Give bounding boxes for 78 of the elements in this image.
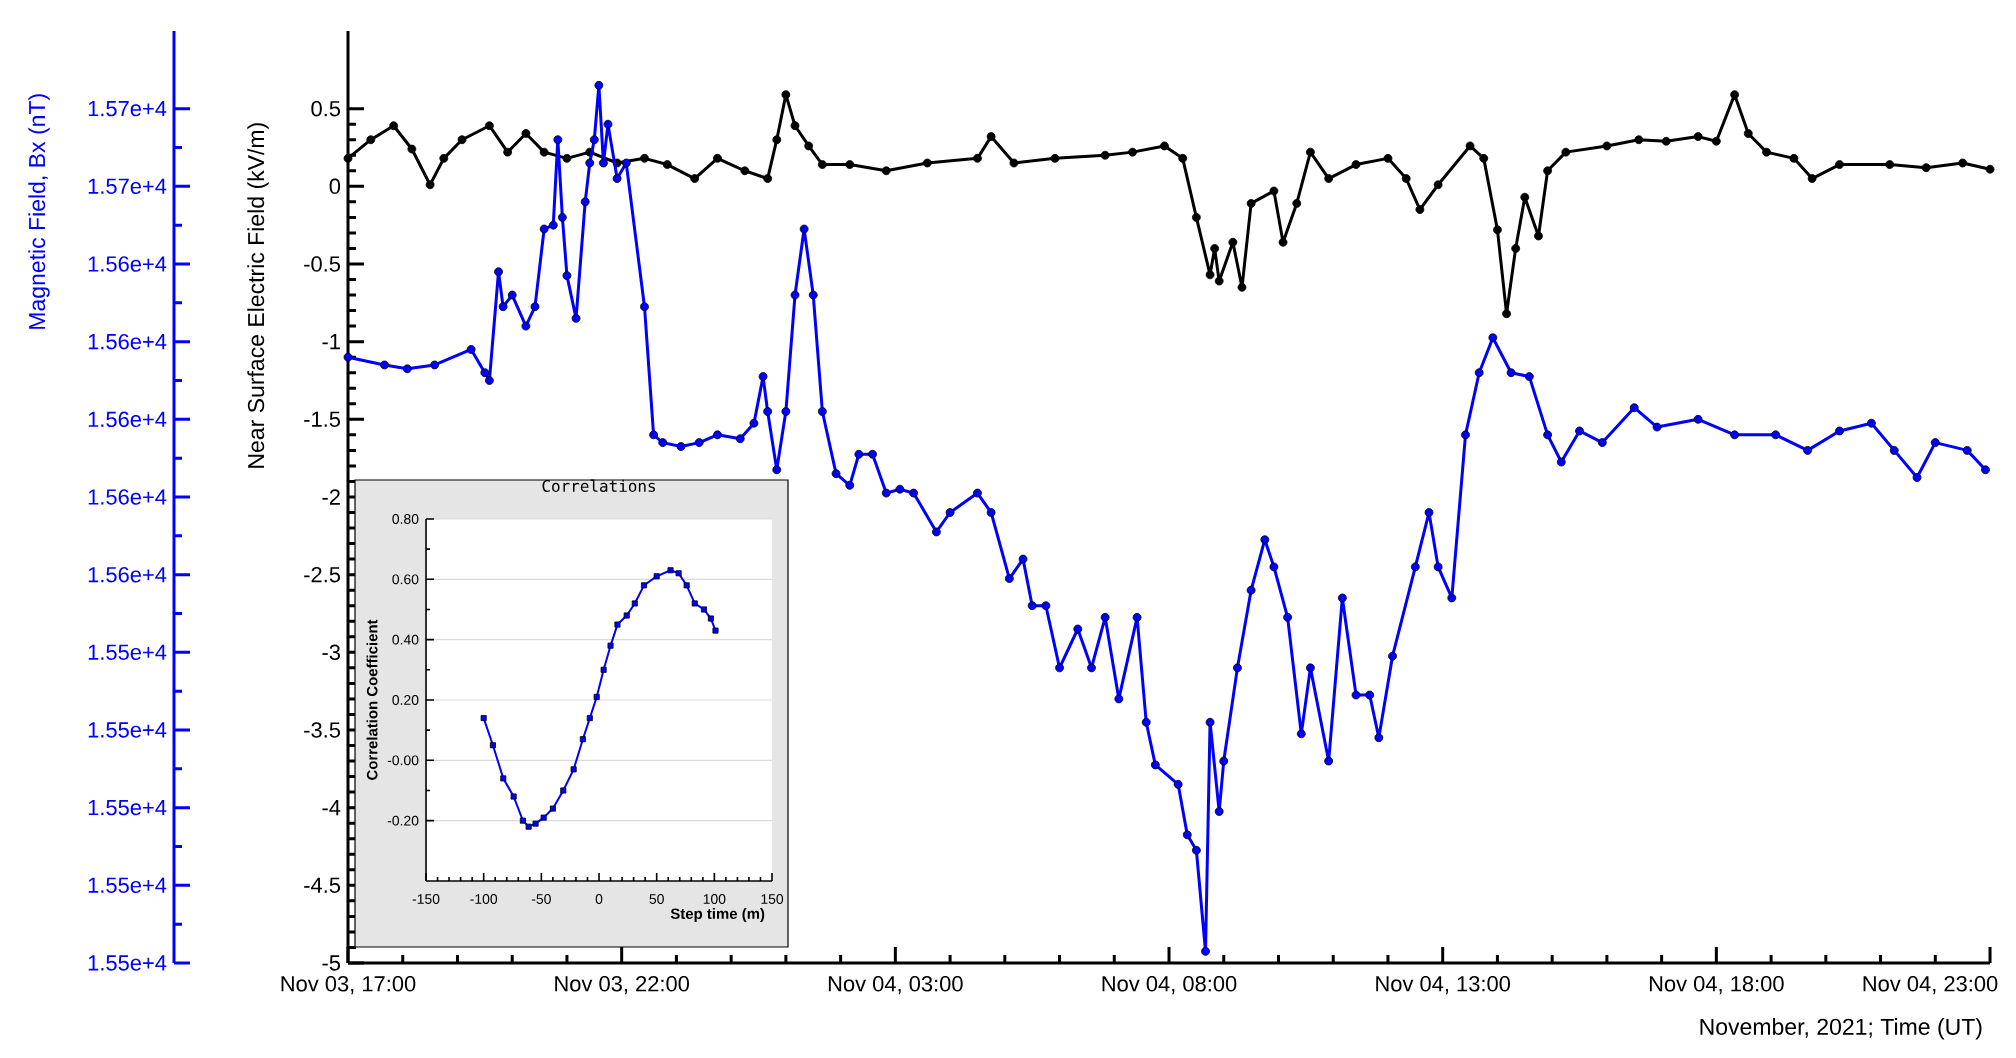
x-tick-label: -150 (412, 894, 440, 904)
y-tick-label: 0.40 (392, 634, 419, 645)
point (480, 715, 487, 722)
y2-tick-label: 1.56e+4 (88, 256, 167, 272)
y2-tick-label: 1.56e+4 (88, 566, 167, 583)
y2-tick-label: 1.57e+4 (88, 101, 167, 117)
x-tick-label: Nov 03, 17:00 (281, 976, 416, 995)
y-axis-title: Near Surface Electric Field (kV/m) (247, 123, 269, 468)
x-tick-label: Nov 04, 23:00 (1863, 976, 1998, 995)
point (691, 600, 698, 607)
x-tick-label: 100 (703, 894, 726, 904)
point (593, 693, 600, 700)
point (600, 666, 607, 673)
y-tick-label: -0.5 (304, 256, 341, 272)
y2-axis-title: Magnetic Field, Bx (nT) (28, 94, 50, 329)
point (614, 621, 621, 628)
y2-tick-label: 1.55e+4 (88, 722, 167, 738)
y-tick-label: 0.5 (311, 100, 341, 117)
x-tick-label: 0 (595, 894, 603, 904)
point (586, 715, 593, 722)
point (631, 600, 638, 607)
y-tick-label: -2.5 (304, 566, 341, 583)
point (700, 606, 707, 613)
y2-tick-label: 1.56e+4 (88, 489, 167, 505)
point (560, 787, 567, 794)
x-axis-title: November, 2021; Time (UT) (1700, 1018, 1982, 1040)
y2-tick-label: 1.55e+4 (88, 800, 167, 816)
point (579, 736, 586, 743)
y2-tick-label: 1.55e+4 (88, 877, 167, 893)
x-tick-label: -100 (470, 894, 498, 904)
y-tick-label: -1.5 (304, 411, 341, 427)
x-tick-label: Nov 04, 08:00 (1102, 976, 1237, 995)
x-tick-label: Nov 03, 22:00 (555, 976, 690, 995)
y-axis-title: Correlation Coefficient (366, 619, 378, 780)
y-tick-label: -4.5 (304, 877, 341, 893)
point (667, 567, 674, 574)
y2-tick-label: 1.57e+4 (88, 178, 167, 194)
y-tick-label: -3.5 (304, 722, 341, 738)
y2-tick-label: 1.55e+4 (88, 644, 167, 660)
point (532, 820, 539, 827)
x-tick-label: 50 (649, 894, 664, 904)
point (540, 814, 547, 821)
point (500, 775, 507, 782)
x-tick-label: Nov 04, 13:00 (1376, 976, 1511, 995)
y2-tick-label: 1.56e+4 (88, 333, 167, 350)
point (525, 823, 532, 830)
point (549, 805, 556, 812)
point (623, 612, 630, 619)
x-tick-label: -50 (531, 894, 551, 904)
y-tick-label: -0.20 (387, 815, 419, 826)
x-tick-label: Nov 04, 03:00 (828, 976, 963, 995)
point (707, 615, 714, 622)
x-tick-label: Nov 04, 18:00 (1649, 976, 1784, 995)
y-tick-label: -4 (322, 800, 341, 816)
y-tick-label: 0.20 (392, 695, 419, 705)
point (640, 582, 647, 589)
y-tick-label: 0.80 (392, 514, 419, 524)
x-tick-label: 150 (761, 894, 784, 904)
y2-tick-label: 1.55e+4 (88, 955, 167, 971)
x-axis-title: Step time (m) (670, 908, 765, 922)
point (489, 742, 496, 749)
point (607, 642, 614, 649)
y2-tick-label: 1.56e+4 (88, 411, 167, 428)
point (712, 627, 719, 634)
y-tick-label: -0.00 (387, 755, 419, 766)
point (683, 582, 690, 589)
point (570, 766, 577, 773)
y-tick-label: -5 (322, 955, 341, 971)
point (675, 570, 682, 577)
point (519, 817, 526, 824)
y-tick-label: -3 (322, 644, 340, 661)
point (510, 793, 517, 800)
point (653, 573, 660, 580)
y-tick-label: -2 (322, 489, 340, 505)
y-tick-label: -1 (322, 334, 340, 350)
y-tick-label: 0 (329, 178, 341, 195)
chart-title: Correlations (542, 479, 655, 492)
y-tick-label: 0.60 (392, 574, 419, 585)
